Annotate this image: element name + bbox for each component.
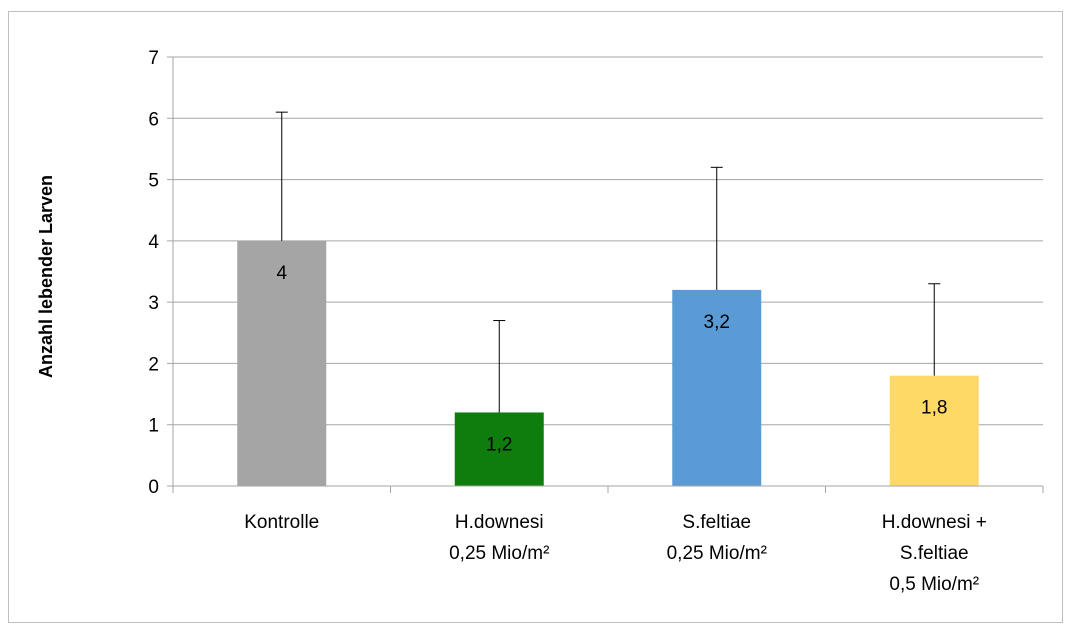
error-bars: [275, 111, 941, 413]
bar: [889, 375, 979, 486]
y-axis-title: Anzahl lebender Larven: [36, 175, 56, 378]
y-tick-label: 2: [148, 354, 159, 375]
y-tick-label: 3: [148, 293, 159, 314]
x-category-label: H.downesi +: [882, 512, 987, 533]
bar: [672, 289, 762, 486]
y-tick-label: 6: [148, 109, 159, 130]
labels: 0 1 2 3 4 5 6 7 4 1,2 3,2 1,8 Kontrolle H.downesi 0,25…: [148, 48, 986, 595]
bar: [454, 412, 544, 486]
data-label: 4: [276, 263, 287, 284]
y-tick-label: 0: [148, 477, 159, 498]
data-label: 3,2: [704, 312, 730, 333]
x-category-label: H.downesi: [455, 512, 544, 533]
x-category-label: S.feltiae: [900, 543, 969, 564]
data-label: 1,2: [486, 434, 512, 455]
x-category-label: 0,5 Mio/m²: [889, 574, 979, 595]
chart-frame: [8, 11, 1063, 623]
axes: [167, 56, 1044, 493]
y-tick-label: 7: [148, 48, 159, 69]
bar: [237, 240, 327, 486]
y-tick-label: 5: [148, 171, 159, 192]
x-category-label: S.feltiae: [682, 512, 751, 533]
y-tick-label: 4: [148, 232, 159, 253]
y-tick-label: 1: [148, 416, 159, 437]
bars: [237, 240, 979, 486]
x-category-label: 0,25 Mio/m²: [667, 543, 767, 564]
data-label: 1,8: [921, 398, 947, 419]
x-category-label: Kontrolle: [244, 512, 319, 533]
x-category-label: 0,25 Mio/m²: [449, 543, 549, 564]
